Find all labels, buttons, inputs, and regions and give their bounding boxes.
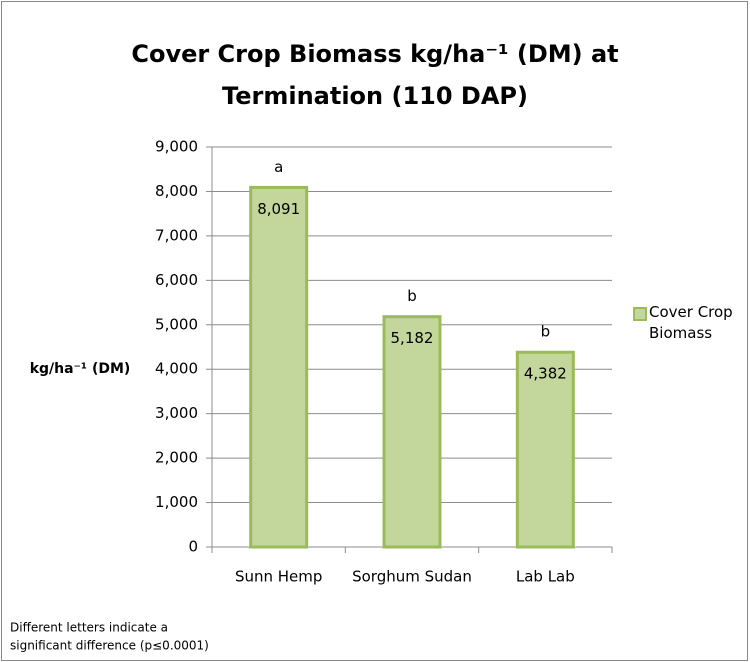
y-tick-label: 1,000 (155, 493, 198, 511)
chart-title: Cover Crop Biomass kg/ha⁻¹ (DM) at (131, 40, 618, 68)
x-tick-label: Lab Lab (516, 568, 575, 586)
bar (515, 350, 575, 549)
bar (249, 185, 309, 549)
y-axis-label: kg/ha⁻¹ (DM) (30, 361, 131, 377)
y-tick-label: 4,000 (155, 360, 198, 378)
y-tick-label: 8,000 (155, 182, 198, 200)
value-label: 5,182 (391, 329, 434, 347)
y-tick-label: 2,000 (155, 449, 198, 467)
value-label: 4,382 (524, 365, 567, 383)
legend-label: Cover Crop Biomass (649, 303, 733, 342)
footnote: significant difference (p≤0.0001) (10, 639, 209, 653)
legend-swatch (633, 307, 647, 321)
y-tick-label: 0 (188, 538, 198, 556)
x-tick-label: Sorghum Sudan (352, 568, 472, 586)
y-tick-label: 5,000 (155, 315, 198, 333)
value-label: 8,091 (257, 200, 300, 218)
y-tick-label: 7,000 (155, 226, 198, 244)
y-tick-label: 9,000 (155, 138, 198, 156)
annotation: b (407, 287, 417, 305)
y-tick-label: 3,000 (155, 404, 198, 422)
chart-title: Termination (110 DAP) (222, 82, 528, 110)
x-tick-label: Sunn Hemp (235, 568, 322, 586)
y-tick-label: 6,000 (155, 271, 198, 289)
annotation: b (541, 323, 551, 341)
footnote: Different letters indicate a (10, 621, 168, 635)
bar (382, 315, 442, 549)
annotation: a (274, 158, 283, 176)
